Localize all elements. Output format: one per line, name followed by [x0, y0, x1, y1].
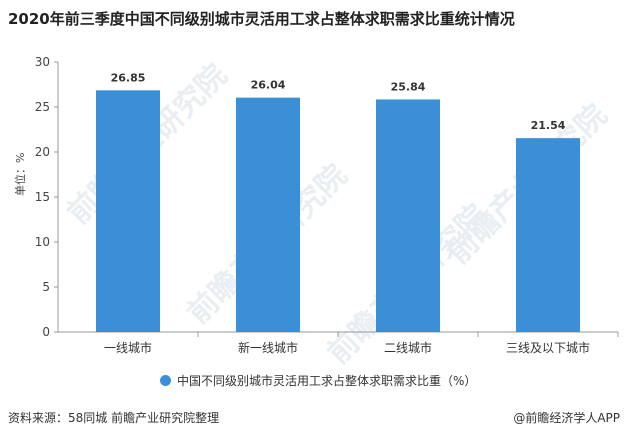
y-tick-label: 10 — [35, 235, 50, 249]
x-tick-label: 新一线城市 — [238, 340, 298, 355]
x-tick-label: 二线城市 — [384, 340, 432, 355]
y-tick-label: 20 — [35, 145, 50, 159]
data-label: 26.04 — [251, 79, 286, 92]
x-tick-label: 一线城市 — [104, 340, 152, 355]
chart-title: 2020年前三季度中国不同级别城市灵活用工求占整体求职需求比重统计情况 — [8, 10, 515, 28]
data-label: 21.54 — [531, 119, 566, 132]
legend: 中国不同级别城市灵活用工求占整体求职需求比重（%） — [160, 372, 476, 389]
y-tick-label: 30 — [35, 55, 50, 69]
bar — [236, 97, 300, 332]
y-tick-label: 15 — [35, 190, 50, 204]
bar — [96, 90, 160, 332]
bar — [376, 99, 440, 332]
legend-label: 中国不同级别城市灵活用工求占整体求职需求比重（%） — [177, 374, 477, 388]
source-note: 资料来源：58同城 前瞻产业研究院整理 — [8, 411, 220, 425]
y-tick-label: 5 — [42, 280, 50, 294]
x-tick-label: 三线及以下城市 — [506, 340, 590, 355]
data-label: 26.85 — [111, 71, 146, 84]
data-label: 25.84 — [391, 80, 426, 93]
brand-credit: @前瞻经济学人APP — [513, 411, 620, 425]
bar — [516, 138, 580, 332]
y-tick-label: 0 — [42, 325, 50, 339]
legend-swatch — [160, 375, 171, 386]
y-tick-label: 25 — [35, 100, 50, 114]
